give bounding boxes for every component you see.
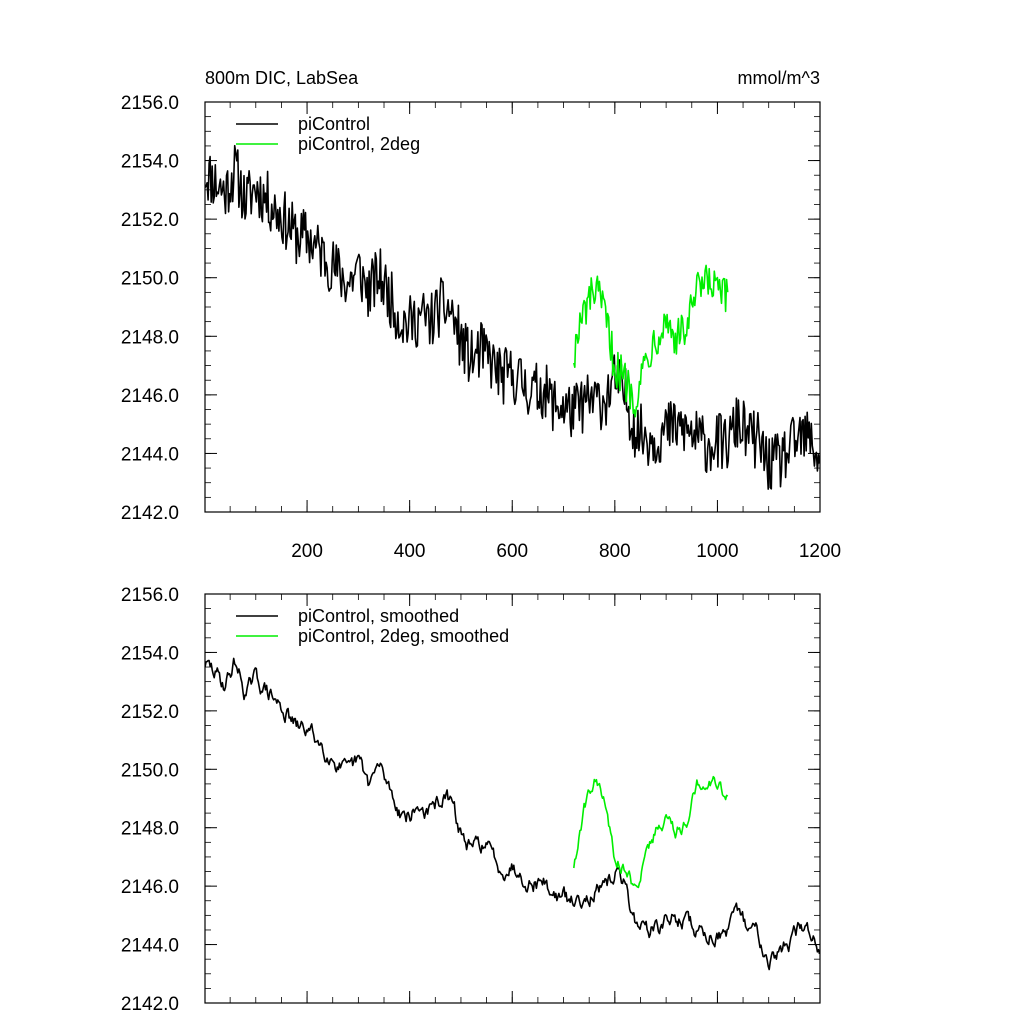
y-tick-label: 2144.0: [121, 936, 179, 957]
bottom-panel: 2142.0 2144.0 2146.0 2148.0 2150.0 2152.0 2154…: [121, 585, 821, 1015]
legend-label: piControl, 2deg, smoothed: [298, 626, 509, 646]
x-tick-label: 600: [496, 541, 528, 562]
y-tick-label: 2148.0: [121, 819, 179, 840]
y-tick-label: 2146.0: [121, 877, 179, 898]
y-tick-label: 2150.0: [121, 269, 179, 290]
series-line-picontrol-2deg-smoothed: [573, 775, 729, 889]
y-tick-label: 2154.0: [121, 152, 179, 173]
x-tick-label: 1000: [696, 541, 738, 562]
series-layer: [205, 144, 820, 490]
series-line-picontrol: [205, 144, 820, 490]
y-tick-label: 2148.0: [121, 327, 179, 348]
y-tick-label: 2156.0: [121, 93, 179, 114]
plot-frame: [204, 101, 821, 513]
y-tick-label: 2146.0: [121, 386, 179, 407]
units-label: mmol/m^3: [738, 68, 820, 88]
plot-frame: [204, 593, 821, 1004]
x-tick-label: 200: [291, 541, 323, 562]
y-tick-label: 2152.0: [121, 210, 179, 231]
y-tick-label: 2156.0: [121, 585, 179, 606]
y-tick-label: 2150.0: [121, 760, 179, 781]
y-tick-label: 2142.0: [121, 503, 179, 524]
x-tick-label: 1200: [799, 541, 841, 562]
legend-label: piControl, smoothed: [298, 606, 459, 626]
y-tick-label: 2152.0: [121, 702, 179, 723]
y-tick-label: 2154.0: [121, 643, 179, 664]
series-line-picontrol-smoothed: [205, 657, 820, 971]
series-line-picontrol-2deg: [573, 264, 729, 418]
legend-label: piControl, 2deg: [298, 134, 420, 154]
x-tick-label: 800: [599, 541, 631, 562]
x-tick-label: 400: [394, 541, 426, 562]
top-panel: 2142.0 2144.0 2146.0 2148.0 2150.0 2152.0 2154…: [121, 93, 841, 562]
y-tick-label: 2144.0: [121, 444, 179, 465]
y-tick-label: 2142.0: [121, 994, 179, 1015]
chart-title: 800m DIC, LabSea: [205, 68, 359, 88]
series-layer: [205, 657, 820, 971]
legend-label: piControl: [298, 114, 370, 134]
